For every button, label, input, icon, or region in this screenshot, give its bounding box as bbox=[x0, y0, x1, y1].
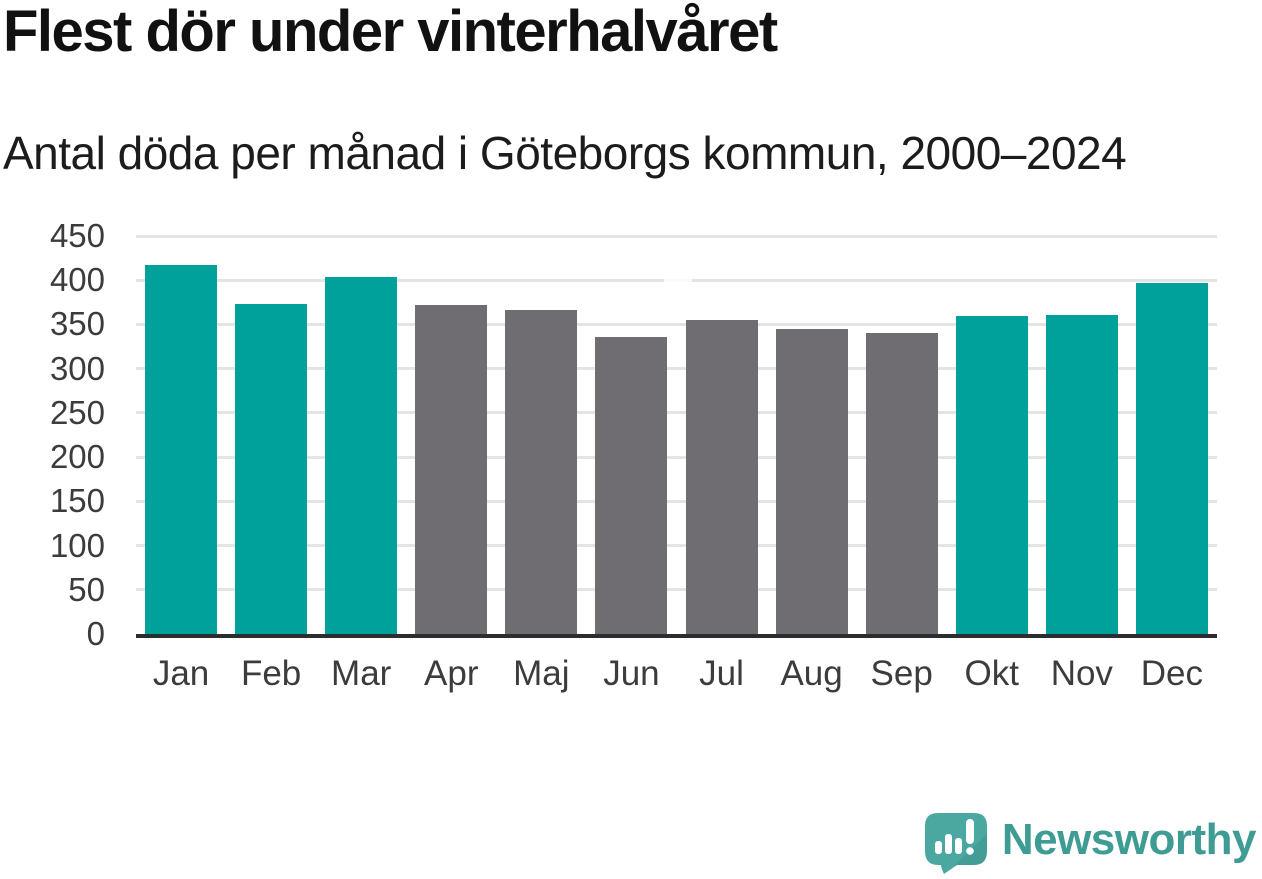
bar-band-mar bbox=[316, 236, 406, 634]
gridline-250 bbox=[136, 411, 1217, 415]
bar-dec bbox=[1135, 283, 1208, 634]
gridline-50 bbox=[136, 588, 1217, 592]
bar-apr bbox=[415, 305, 488, 634]
x-axis-tick-labels: Jan Feb Mar Apr Maj Jun Jul Aug Sep Okt Nov Dec bbox=[136, 653, 1217, 695]
bar-band-feb bbox=[226, 236, 316, 634]
y-tick-label-450: 450 bbox=[49, 217, 105, 254]
x-tick-label-mar: Mar bbox=[331, 654, 392, 693]
y-tick-label-350: 350 bbox=[49, 305, 105, 343]
x-tick-label-aug: Aug bbox=[780, 654, 843, 693]
x-tick-label-jan: Jan bbox=[152, 654, 210, 693]
y-tick-label-300: 300 bbox=[49, 349, 105, 387]
bar-mar bbox=[325, 277, 398, 634]
page-subtitle: Antal döda per månad i Göteborgs kommun,… bbox=[3, 127, 1127, 179]
y-tick-label-100: 100 bbox=[49, 526, 105, 564]
gridline-gap-artifact bbox=[664, 277, 692, 286]
x-tick-label-dec: Dec bbox=[1140, 654, 1204, 693]
page-title: Flest dör under vinterhalvåret bbox=[3, 0, 778, 64]
bar-band-aug bbox=[767, 236, 857, 634]
bar-band-dec bbox=[1127, 236, 1217, 634]
x-tick-label-sep: Sep bbox=[870, 654, 933, 693]
bar-sep bbox=[865, 333, 938, 634]
bar-nov bbox=[1045, 315, 1118, 634]
x-axis-line bbox=[136, 634, 1217, 638]
bar-maj bbox=[505, 310, 578, 634]
bar-okt bbox=[955, 316, 1028, 634]
gridline-200 bbox=[136, 455, 1217, 459]
bar-band-jan bbox=[136, 236, 226, 634]
bar-band-jun bbox=[586, 236, 676, 634]
x-tick-label-feb: Feb bbox=[240, 654, 302, 693]
bar-band-maj bbox=[496, 236, 586, 634]
x-tick-label-jun: Jun bbox=[603, 654, 660, 693]
gridline-300 bbox=[136, 367, 1217, 371]
bar-jan bbox=[145, 265, 218, 634]
bar-band-sep bbox=[857, 236, 947, 634]
gridline-350 bbox=[136, 322, 1217, 326]
gridline-100 bbox=[136, 544, 1217, 548]
bar-jul bbox=[685, 320, 758, 634]
bar-series bbox=[136, 236, 1217, 634]
newsworthy-logo: Newsworthy bbox=[923, 812, 1257, 874]
x-tick-label-apr: Apr bbox=[424, 654, 479, 693]
bar-feb bbox=[235, 304, 308, 634]
newsworthy-speech-bubble-chart-icon bbox=[924, 813, 987, 874]
newsworthy-logo-text: Newsworthy bbox=[1001, 815, 1257, 864]
y-tick-label-200: 200 bbox=[49, 438, 105, 476]
y-tick-label-0: 0 bbox=[86, 615, 105, 652]
bar-band-okt bbox=[947, 236, 1037, 634]
x-tick-label-nov: Nov bbox=[1050, 654, 1113, 693]
y-tick-label-400: 400 bbox=[49, 261, 105, 299]
bar-band-apr bbox=[406, 236, 496, 634]
x-tick-label-maj: Maj bbox=[513, 654, 570, 693]
y-tick-label-50: 50 bbox=[68, 570, 105, 608]
plot-area bbox=[136, 234, 1217, 634]
y-tick-label-250: 250 bbox=[49, 393, 105, 431]
x-tick-label-jul: Jul bbox=[699, 654, 744, 693]
gridline-450 bbox=[136, 234, 1217, 238]
x-tick-label-okt: Okt bbox=[964, 654, 1019, 693]
bar-jun bbox=[595, 337, 668, 634]
gridline-150 bbox=[136, 499, 1217, 503]
bar-band-nov bbox=[1037, 236, 1127, 634]
bar-aug bbox=[775, 329, 848, 634]
bar-band-jul bbox=[676, 236, 766, 634]
y-tick-label-150: 150 bbox=[49, 482, 105, 520]
